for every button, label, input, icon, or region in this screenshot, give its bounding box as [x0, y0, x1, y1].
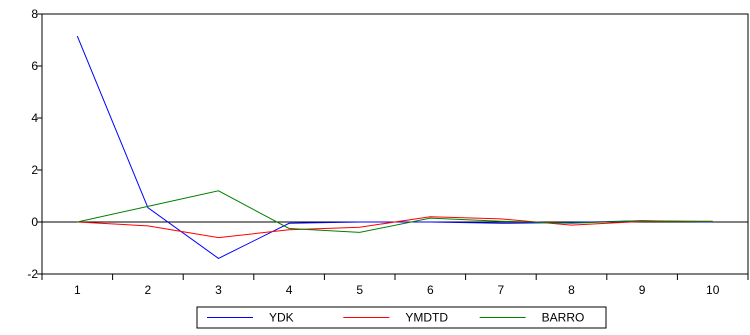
series-lines: [76, 35, 713, 259]
series-line-ymdtd: [77, 216, 713, 239]
series-line-barro: [77, 190, 713, 233]
x-tick-label: 6: [427, 283, 434, 297]
y-tick-label: 8: [31, 7, 38, 21]
x-tick-label: 10: [706, 283, 720, 297]
y-tick-label: -2: [27, 267, 38, 281]
x-tick-label: 2: [145, 283, 152, 297]
legend-label-ymdtd: YMDTD: [405, 311, 448, 325]
y-tick-label: 4: [31, 111, 38, 125]
x-tick-label: 3: [215, 283, 222, 297]
legend: YDK YMDTD BARRO: [196, 306, 607, 329]
plot-frame: [41, 13, 749, 275]
legend-box: [196, 306, 607, 329]
x-tick-label: 8: [568, 283, 575, 297]
y-tick-label: 2: [31, 163, 38, 177]
x-tick-label: 7: [498, 283, 505, 297]
y-tick-label: 0: [31, 215, 38, 229]
legend-label-ydk: YDK: [269, 311, 294, 325]
legend-label-barro: BARRO: [542, 311, 585, 325]
x-tick-label: 9: [639, 283, 646, 297]
axes: -2 0 2 4 6 8 1 2 3 4 5 6 7 8 9 10: [27, 7, 749, 297]
x-tick-label: 5: [356, 283, 363, 297]
x-tick-label: 1: [74, 283, 81, 297]
y-tick-label: 6: [31, 59, 38, 73]
x-tick-label: 4: [286, 283, 293, 297]
